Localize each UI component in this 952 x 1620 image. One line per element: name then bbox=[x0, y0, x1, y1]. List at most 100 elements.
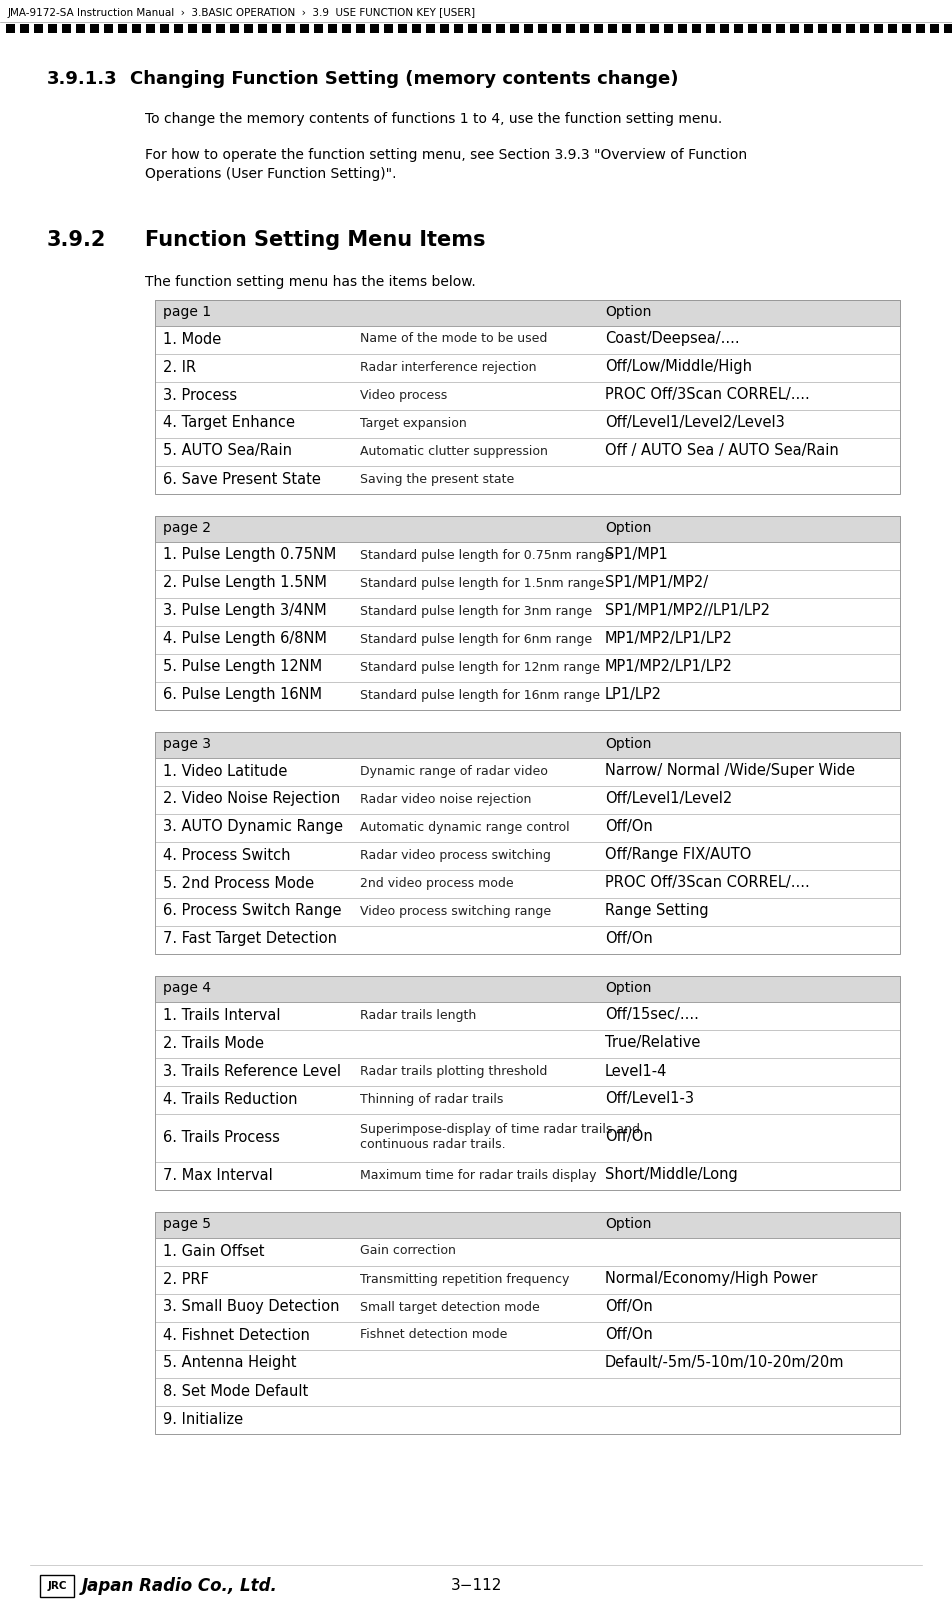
Text: 1. Trails Interval: 1. Trails Interval bbox=[163, 1008, 281, 1022]
Text: Fishnet detection mode: Fishnet detection mode bbox=[360, 1328, 507, 1341]
Text: 3. Trails Reference Level: 3. Trails Reference Level bbox=[163, 1063, 341, 1079]
Bar bbox=[398, 24, 407, 32]
Bar bbox=[916, 24, 925, 32]
Text: Narrow/ Normal /Wide/Super Wide: Narrow/ Normal /Wide/Super Wide bbox=[605, 763, 855, 779]
Bar bbox=[650, 24, 659, 32]
Text: 3.9.2: 3.9.2 bbox=[47, 230, 107, 249]
Bar bbox=[188, 24, 197, 32]
Text: 4. Process Switch: 4. Process Switch bbox=[163, 847, 290, 862]
Text: 4. Fishnet Detection: 4. Fishnet Detection bbox=[163, 1327, 309, 1343]
Text: Off/On: Off/On bbox=[605, 820, 653, 834]
Text: 5. AUTO Sea/Rain: 5. AUTO Sea/Rain bbox=[163, 444, 292, 458]
Text: Thinning of radar trails: Thinning of radar trails bbox=[360, 1092, 504, 1105]
Text: Function Setting Menu Items: Function Setting Menu Items bbox=[145, 230, 486, 249]
Text: 6. Save Present State: 6. Save Present State bbox=[163, 471, 321, 486]
Bar bbox=[776, 24, 785, 32]
Text: Off/On: Off/On bbox=[605, 931, 653, 946]
Bar bbox=[594, 24, 603, 32]
Bar bbox=[20, 24, 29, 32]
Text: 3.9.1.3: 3.9.1.3 bbox=[47, 70, 118, 87]
Bar bbox=[202, 24, 211, 32]
Bar bbox=[790, 24, 799, 32]
Text: Off / AUTO Sea / AUTO Sea/Rain: Off / AUTO Sea / AUTO Sea/Rain bbox=[605, 444, 839, 458]
Text: For how to operate the function setting menu, see Section 3.9.3 "Overview of Fun: For how to operate the function setting … bbox=[145, 147, 747, 162]
Bar bbox=[160, 24, 169, 32]
Text: Standard pulse length for 1.5nm range: Standard pulse length for 1.5nm range bbox=[360, 577, 605, 590]
Text: LP1/LP2: LP1/LP2 bbox=[605, 687, 662, 703]
Bar bbox=[174, 24, 183, 32]
Bar bbox=[454, 24, 463, 32]
Bar bbox=[524, 24, 533, 32]
Bar bbox=[155, 517, 900, 543]
Bar bbox=[384, 24, 393, 32]
Bar bbox=[692, 24, 701, 32]
Bar bbox=[356, 24, 365, 32]
Text: page 1: page 1 bbox=[163, 305, 211, 319]
Bar bbox=[608, 24, 617, 32]
Bar bbox=[734, 24, 743, 32]
Text: 7. Fast Target Detection: 7. Fast Target Detection bbox=[163, 931, 337, 946]
Bar bbox=[104, 24, 113, 32]
Bar bbox=[482, 24, 491, 32]
Text: 3−112: 3−112 bbox=[450, 1578, 502, 1594]
Bar bbox=[370, 24, 379, 32]
Text: Off/On: Off/On bbox=[605, 1327, 653, 1343]
Text: 2nd video process mode: 2nd video process mode bbox=[360, 876, 514, 889]
Text: Radar video process switching: Radar video process switching bbox=[360, 849, 551, 862]
Text: Off/Level1/Level2/Level3: Off/Level1/Level2/Level3 bbox=[605, 415, 784, 431]
Text: 3. Process: 3. Process bbox=[163, 387, 237, 402]
Bar bbox=[216, 24, 225, 32]
Bar bbox=[286, 24, 295, 32]
Text: Off/On: Off/On bbox=[605, 1129, 653, 1144]
Text: page 4: page 4 bbox=[163, 982, 211, 995]
Bar bbox=[300, 24, 309, 32]
Text: Radar video noise rejection: Radar video noise rejection bbox=[360, 792, 531, 805]
Bar bbox=[888, 24, 897, 32]
Bar bbox=[146, 24, 155, 32]
Text: Standard pulse length for 3nm range: Standard pulse length for 3nm range bbox=[360, 604, 592, 617]
Text: 2. Pulse Length 1.5NM: 2. Pulse Length 1.5NM bbox=[163, 575, 327, 591]
Bar bbox=[440, 24, 449, 32]
Bar bbox=[832, 24, 841, 32]
Text: Off/On: Off/On bbox=[605, 1299, 653, 1314]
Text: Changing Function Setting (memory contents change): Changing Function Setting (memory conten… bbox=[130, 70, 679, 87]
Bar bbox=[328, 24, 337, 32]
Text: 4. Pulse Length 6/8NM: 4. Pulse Length 6/8NM bbox=[163, 632, 327, 646]
Text: Radar trails length: Radar trails length bbox=[360, 1009, 476, 1022]
Text: 6. Pulse Length 16NM: 6. Pulse Length 16NM bbox=[163, 687, 322, 703]
Text: 2. Trails Mode: 2. Trails Mode bbox=[163, 1035, 264, 1050]
Text: Saving the present state: Saving the present state bbox=[360, 473, 514, 486]
Bar bbox=[155, 732, 900, 954]
Text: 2. PRF: 2. PRF bbox=[163, 1272, 208, 1286]
Bar bbox=[552, 24, 561, 32]
Text: JRC: JRC bbox=[48, 1581, 67, 1591]
Bar bbox=[272, 24, 281, 32]
Bar bbox=[40, 1575, 74, 1597]
Bar bbox=[258, 24, 267, 32]
Bar bbox=[874, 24, 883, 32]
Text: Automatic clutter suppression: Automatic clutter suppression bbox=[360, 444, 547, 457]
Bar bbox=[155, 732, 900, 758]
Text: Radar interference rejection: Radar interference rejection bbox=[360, 361, 537, 374]
Text: MP1/MP2/LP1/LP2: MP1/MP2/LP1/LP2 bbox=[605, 659, 733, 674]
Bar bbox=[468, 24, 477, 32]
Bar bbox=[155, 975, 900, 1003]
Text: Target expansion: Target expansion bbox=[360, 416, 466, 429]
Bar bbox=[426, 24, 435, 32]
Text: Radar trails plotting threshold: Radar trails plotting threshold bbox=[360, 1064, 547, 1077]
Text: 9. Initialize: 9. Initialize bbox=[163, 1411, 243, 1427]
Text: 2. IR: 2. IR bbox=[163, 360, 196, 374]
Text: 5. 2nd Process Mode: 5. 2nd Process Mode bbox=[163, 875, 314, 891]
Text: Dynamic range of radar video: Dynamic range of radar video bbox=[360, 765, 547, 778]
Bar bbox=[664, 24, 673, 32]
Text: Superimpose-display of time radar trails and
continuous radar trails.: Superimpose-display of time radar trails… bbox=[360, 1123, 640, 1150]
Text: SP1/MP1/MP2//LP1/LP2: SP1/MP1/MP2//LP1/LP2 bbox=[605, 604, 770, 619]
Text: PROC Off/3Scan CORREL/....: PROC Off/3Scan CORREL/.... bbox=[605, 875, 810, 891]
Text: 5. Pulse Length 12NM: 5. Pulse Length 12NM bbox=[163, 659, 322, 674]
Bar bbox=[636, 24, 645, 32]
Text: Automatic dynamic range control: Automatic dynamic range control bbox=[360, 820, 569, 834]
Text: To change the memory contents of functions 1 to 4, use the function setting menu: To change the memory contents of functio… bbox=[145, 112, 723, 126]
Bar bbox=[510, 24, 519, 32]
Text: page 5: page 5 bbox=[163, 1217, 211, 1231]
Text: SP1/MP1/MP2/: SP1/MP1/MP2/ bbox=[605, 575, 708, 591]
